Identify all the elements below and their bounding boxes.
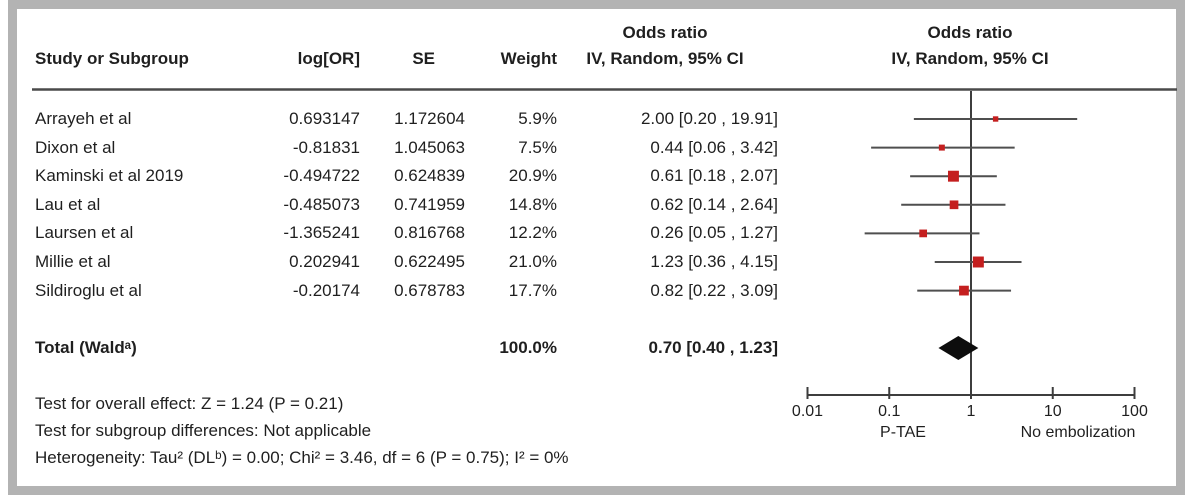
footnote-overall-effect: Test for overall effect: Z = 1.24 (P = 0… <box>35 394 344 413</box>
total-ci: 0.70 [0.40 , 1.23] <box>648 338 778 357</box>
footnote-heterogeneity: Heterogeneity: Tau² (DLᵇ) = 0.00; Chi² =… <box>35 448 569 467</box>
column-header-study: Study or Subgroup <box>35 49 189 68</box>
logor-value: -0.485073 <box>283 194 360 214</box>
se-value: 0.624839 <box>394 166 465 186</box>
se-value: 1.172604 <box>394 109 465 128</box>
weight-value: 12.2% <box>508 223 557 243</box>
study-name: Dixon et al <box>35 137 116 157</box>
study-name: Millie et al <box>35 252 111 271</box>
weight-value: 20.9% <box>508 166 557 186</box>
table-row: Laursen et al -1.365241 0.816768 12.2% 0.26 … <box>0 222 790 246</box>
se-value: 0.816768 <box>394 223 465 243</box>
study-name: Arrayeh et al <box>35 109 132 128</box>
total-row: Total (Waldᵃ) 100.0% 0.70 [0.40 , 1.23] <box>0 337 790 361</box>
figure-border <box>8 0 1185 495</box>
table-row: Arrayeh et al 0.693147 1.172604 5.9% 2.00 [0… <box>0 108 790 132</box>
column-header-se: SE <box>412 49 435 68</box>
ci-value: 0.62 [0.14 , 2.64] <box>650 194 778 214</box>
logor-value: -0.20174 <box>292 280 360 300</box>
table-row: Kaminski et al 2019 -0.494722 0.624839 20.9… <box>0 165 790 189</box>
logor-value: -1.365241 <box>283 223 360 243</box>
total-weight: 100.0% <box>499 338 557 357</box>
table-row: Millie et al 0.202941 0.622495 21.0% 1.23 [0… <box>0 251 790 275</box>
se-value: 0.678783 <box>394 280 465 300</box>
ci-value: 0.44 [0.06 , 3.42] <box>650 137 778 157</box>
logor-value: 0.202941 <box>289 252 360 271</box>
plot-header-or-sub: IV, Random, 95% CI <box>891 49 1049 68</box>
plot-header-or-title: Odds ratio <box>927 23 1013 42</box>
se-value: 0.622495 <box>394 252 465 271</box>
column-header-logor: log[OR] <box>297 49 360 68</box>
weight-value: 21.0% <box>508 252 557 271</box>
ci-value: 0.26 [0.05 , 1.27] <box>650 223 778 243</box>
table-row: Lau et al -0.485073 0.741959 14.8% 0.62 [0.1… <box>0 194 790 218</box>
study-name: Kaminski et al 2019 <box>35 166 184 186</box>
se-value: 0.741959 <box>394 194 465 214</box>
weight-value: 14.8% <box>508 194 557 214</box>
total-label: Total (Waldᵃ) <box>35 338 137 357</box>
weight-value: 5.9% <box>518 109 557 128</box>
weight-value: 17.7% <box>508 280 557 300</box>
se-value: 1.045063 <box>394 137 465 157</box>
table-row: Sildiroglu et al -0.20174 0.678783 17.7% 0.8… <box>0 280 790 304</box>
column-header-or-title: Odds ratio <box>622 23 708 42</box>
table-row: Dixon et al -0.81831 1.045063 7.5% 0.44 [0.0… <box>0 137 790 161</box>
logor-value: -0.81831 <box>292 137 360 157</box>
column-header-or-sub: IV, Random, 95% CI <box>586 49 744 68</box>
ci-value: 0.61 [0.18 , 2.07] <box>650 166 778 186</box>
ci-value: 2.00 [0.20 , 19.91] <box>640 109 778 128</box>
study-name: Lau et al <box>35 194 101 214</box>
study-name: Laursen et al <box>35 223 134 243</box>
weight-value: 7.5% <box>518 137 557 157</box>
ci-value: 1.23 [0.36 , 4.15] <box>650 252 778 271</box>
footnote-subgroup-differences: Test for subgroup differences: Not appli… <box>35 421 372 440</box>
study-name: Sildiroglu et al <box>35 280 142 300</box>
ci-value: 0.82 [0.22 , 3.09] <box>650 280 778 300</box>
logor-value: 0.693147 <box>289 109 360 128</box>
column-header-weight: Weight <box>500 49 557 68</box>
logor-value: -0.494722 <box>283 166 360 186</box>
